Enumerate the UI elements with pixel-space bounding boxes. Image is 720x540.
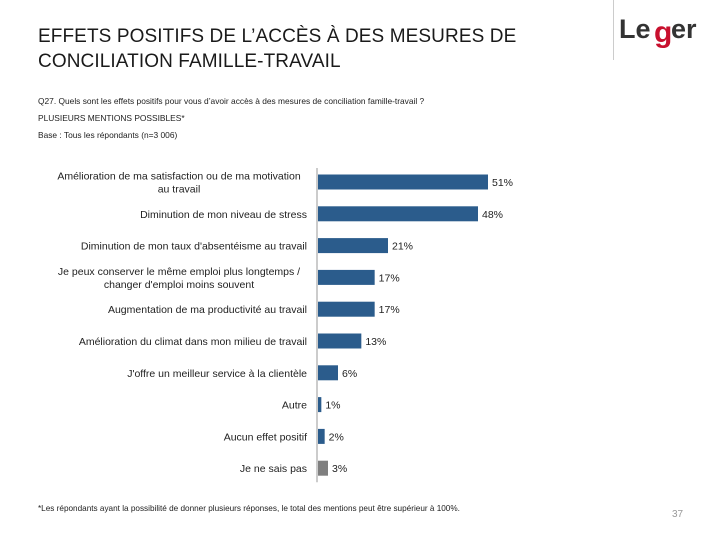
logo-text-end: er [671, 14, 697, 44]
bar-9 [318, 460, 328, 476]
title-line-2: CONCILIATION FAMILLE-TRAVAIL [38, 51, 341, 72]
value-label-9: 3% [332, 463, 347, 475]
bar-4 [318, 301, 375, 317]
category-label-5-0: Amélioration du climat dans mon milieu d… [79, 336, 307, 348]
question-text: Q27. Quels sont les effets positifs pour… [38, 96, 425, 106]
title-line-1: EFFETS POSITIFS DE L’ACCÈS À DES MESURES… [38, 26, 517, 47]
base-note: Base : Tous les répondants (n=3 006) [38, 130, 178, 140]
value-label-7: 1% [325, 400, 340, 412]
value-label-5: 13% [365, 336, 386, 348]
category-label-8-0: Aucun effet positif [224, 431, 307, 443]
footnote: *Les répondants ayant la possibilité de … [38, 504, 460, 513]
value-label-1: 48% [482, 209, 503, 221]
value-label-0: 51% [492, 177, 513, 189]
bar-6 [318, 365, 338, 381]
category-label-4-0: Augmentation de ma productivité au trava… [108, 304, 307, 316]
value-label-6: 6% [342, 368, 357, 380]
value-label-3: 17% [379, 272, 400, 284]
category-label-2-0: Diminution de mon taux d'absentéisme au … [81, 241, 307, 253]
bar-2 [318, 238, 388, 254]
category-label-0-0: Amélioration de ma satisfaction ou de ma… [57, 171, 301, 183]
value-label-4: 17% [379, 304, 400, 316]
category-label-3-1: changer d'emploi moins souvent [104, 279, 254, 291]
category-label-1-0: Diminution de mon niveau de stress [140, 209, 307, 221]
slide-title: EFFETS POSITIFS DE L’ACCÈS À DES MESURES… [38, 24, 558, 74]
bar-5 [318, 333, 362, 349]
category-label-3-0: Je peux conserver le même emploi plus lo… [58, 266, 300, 278]
value-label-2: 21% [392, 241, 413, 253]
page-number: 37 [672, 509, 684, 520]
bar-7 [318, 397, 322, 413]
mentions-note: PLUSIEURS MENTIONS POSSIBLES* [38, 113, 185, 123]
bar-1 [318, 206, 478, 222]
leger-logo: Le g er [619, 14, 697, 49]
category-label-7-0: Autre [282, 400, 307, 412]
logo-text: Le [619, 14, 651, 44]
logo-divider [613, 0, 614, 60]
bar-8 [318, 428, 325, 444]
value-label-8: 2% [329, 431, 344, 443]
bar-3 [318, 269, 375, 285]
bar-0 [318, 174, 488, 190]
category-label-9-0: Je ne sais pas [240, 463, 307, 475]
logo-g: g [654, 16, 672, 49]
question-block: Q27. Quels sont les effets positifs pour… [38, 93, 424, 144]
category-label-0-1: au travail [158, 184, 201, 196]
category-label-6-0: J'offre un meilleur service à la clientè… [127, 368, 307, 380]
